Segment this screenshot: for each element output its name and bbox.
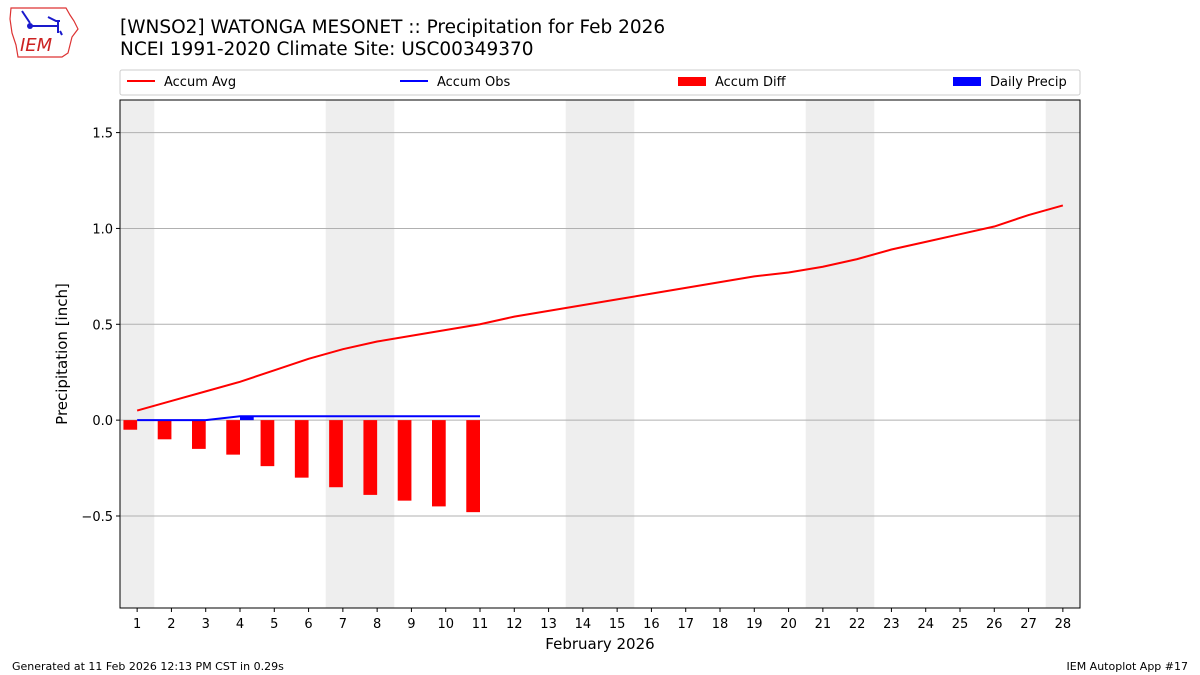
x-tick-label: 9: [407, 617, 415, 632]
legend-label: Accum Diff: [715, 75, 787, 90]
x-tick-label: 23: [883, 617, 900, 632]
y-tick-label: 1.0: [92, 222, 113, 237]
x-tick-label: 7: [339, 617, 347, 632]
y-axis-label: Precipitation [inch]: [53, 283, 71, 425]
chart-subtitle: NCEI 1991-2020 Climate Site: USC00349370: [120, 39, 534, 60]
x-axis-label: February 2026: [545, 635, 654, 653]
legend-label: Accum Obs: [437, 75, 510, 90]
x-tick-label: 20: [780, 617, 797, 632]
legend-swatch: [953, 77, 981, 86]
weekend-shade: [325, 100, 360, 608]
accum-diff-bar: [294, 420, 309, 478]
accum-diff-bar: [192, 420, 206, 449]
y-tick-label: 0.5: [92, 318, 113, 333]
x-tick-label: 17: [677, 617, 694, 632]
accum-diff-bar: [123, 420, 138, 430]
x-tick-label: 21: [815, 617, 832, 632]
accum-diff-bar: [157, 420, 172, 440]
legend: Accum Avg Accum Obs Accum Diff Daily Precip: [119, 69, 1081, 96]
y-tick-label: −0.5: [81, 510, 113, 525]
accum-diff-bar: [260, 420, 275, 467]
x-tick-label: 16: [643, 617, 660, 632]
x-tick-label: 12: [506, 617, 523, 632]
footer-generated: Generated at 11 Feb 2026 12:13 PM CST in…: [12, 660, 284, 673]
x-tick-label: 28: [1055, 617, 1072, 632]
x-tick-label: 3: [202, 617, 210, 632]
weekend-shade: [1045, 100, 1080, 608]
y-tick-label: 1.5: [92, 127, 113, 142]
weekend-shade: [805, 100, 840, 608]
footer-app: IEM Autoplot App #17: [1066, 660, 1189, 673]
accum-diff-bar: [432, 420, 446, 507]
x-tick-label: 24: [917, 617, 934, 632]
x-tick-label: 27: [1020, 617, 1037, 632]
logo: IEM: [8, 5, 80, 59]
x-tick-label: 26: [986, 617, 1003, 632]
x-tick-label: 22: [849, 617, 866, 632]
x-tick-label: 13: [540, 617, 557, 632]
legend-swatch: [678, 77, 706, 86]
legend-label: Daily Precip: [990, 75, 1067, 90]
daily-precip-bar: [240, 416, 254, 421]
x-tick-label: 18: [712, 617, 729, 632]
accum-obs-line: [137, 415, 480, 422]
x-tick-label: 2: [167, 617, 175, 632]
x-tick-label: 19: [746, 617, 763, 632]
x-tick-label: 10: [437, 617, 454, 632]
chart-title: [WNSO2] WATONGA MESONET :: Precipitation…: [120, 17, 666, 38]
x-tick-label: 6: [304, 617, 312, 632]
accum-diff-bar: [466, 420, 480, 513]
accum-diff-bar: [363, 420, 378, 495]
x-tick-label: 11: [472, 617, 489, 632]
x-tick-label: 8: [373, 617, 381, 632]
accum-diff-bar: [397, 420, 412, 501]
accum-avg-line: [136, 204, 1064, 412]
x-tick-label: 4: [236, 617, 244, 632]
weekend-shade: [565, 100, 600, 608]
legend-label: Accum Avg: [164, 75, 236, 90]
x-tick-label: 1: [133, 617, 141, 632]
y-tick-label: 0.0: [92, 414, 113, 429]
weekend-shade: [360, 100, 395, 608]
plot-frame: [119, 99, 1081, 609]
accum-diff-bar: [329, 420, 343, 488]
accum-diff-bar: [226, 420, 240, 455]
weekend-shade: [600, 100, 635, 608]
x-tick-label: 15: [609, 617, 626, 632]
x-tick-label: 25: [952, 617, 969, 632]
weekend-shade: [840, 100, 875, 608]
weekend-shade: [120, 100, 155, 608]
svg-text:IEM: IEM: [20, 35, 53, 56]
x-tick-label: 5: [270, 617, 278, 632]
x-tick-label: 14: [575, 617, 592, 632]
